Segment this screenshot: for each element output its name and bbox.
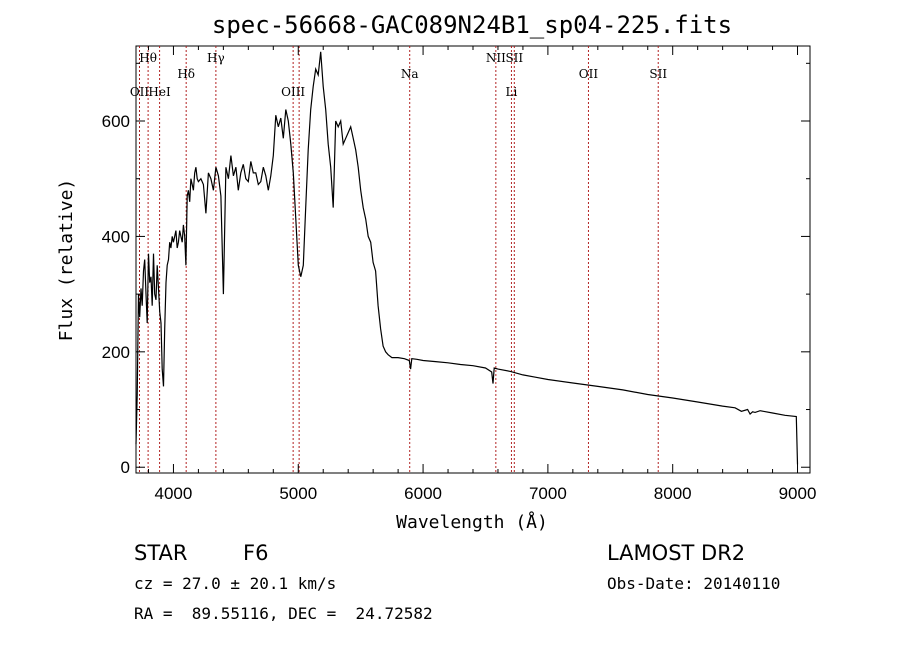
observation-date: Obs-Date: 20140110 bbox=[607, 574, 781, 593]
y-tick-label: 600 bbox=[102, 112, 130, 131]
line-marker-label: HeI bbox=[148, 85, 171, 99]
line-marker-label: NII bbox=[486, 51, 506, 65]
object-class: STAR bbox=[134, 541, 188, 565]
y-axis-label: Flux (relative) bbox=[56, 179, 77, 342]
x-tick-label: 8000 bbox=[654, 484, 692, 503]
x-tick-label: 5000 bbox=[279, 484, 317, 503]
spectrum-line bbox=[135, 51, 799, 465]
line-marker-label: OIII bbox=[281, 85, 305, 99]
line-marker-label: Hγ bbox=[207, 51, 225, 65]
line-marker-label: OII bbox=[579, 67, 599, 81]
y-tick-label: 400 bbox=[102, 227, 130, 246]
line-marker-label: OII bbox=[130, 85, 150, 99]
axes: 4000 5000 6000 7000 8000 9000 0 200 400 600 bbox=[102, 46, 817, 503]
line-marker-label: SII bbox=[649, 67, 667, 81]
spectral-line-markers: OII Hθ HeI Hδ Hγ OIII Na NII Li SII OII SII bbox=[130, 46, 667, 473]
y-tick-label: 200 bbox=[102, 343, 130, 362]
x-tick-label: 6000 bbox=[404, 484, 442, 503]
object-subclass: F6 bbox=[243, 541, 269, 565]
line-marker-label: Li bbox=[506, 85, 518, 99]
survey-name: LAMOST DR2 bbox=[607, 541, 746, 565]
y-tick-label: 0 bbox=[121, 458, 130, 477]
coordinates: RA = 89.55116, DEC = 24.72582 bbox=[134, 604, 433, 623]
line-marker-label: Hθ bbox=[139, 51, 157, 65]
line-marker-label: Hδ bbox=[177, 67, 195, 81]
plot-frame bbox=[135, 45, 811, 474]
line-marker-label: Na bbox=[401, 67, 419, 81]
chart-title: spec-56668-GAC089N24B1_sp04-225.fits bbox=[212, 11, 732, 39]
x-tick-label: 9000 bbox=[779, 484, 817, 503]
x-tick-label: 4000 bbox=[155, 484, 193, 503]
line-marker-label: SII bbox=[505, 51, 523, 65]
redshift-value: cz = 27.0 ± 20.1 km/s bbox=[134, 574, 337, 593]
x-tick-label: 7000 bbox=[529, 484, 567, 503]
x-axis-label: Wavelength (Å) bbox=[396, 511, 548, 533]
